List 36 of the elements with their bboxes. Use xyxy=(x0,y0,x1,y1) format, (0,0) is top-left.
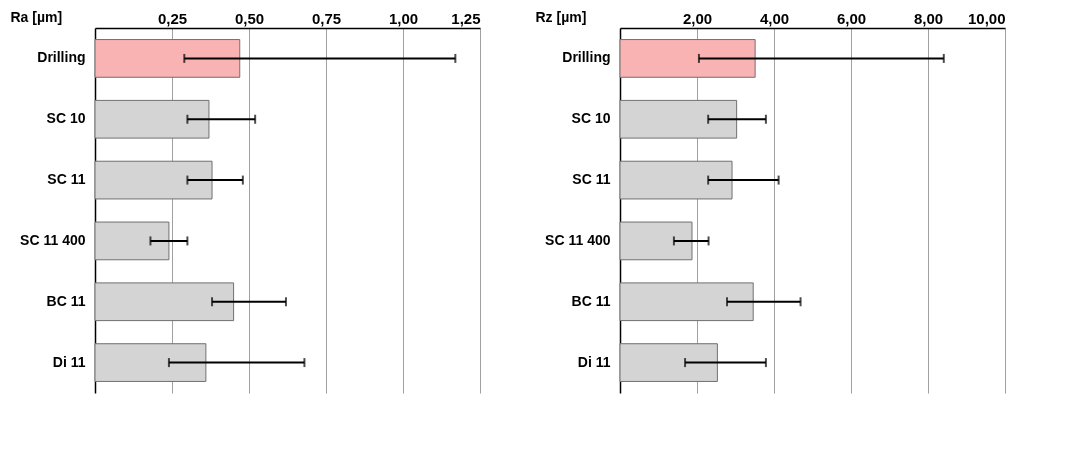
x-tick-label: 0,25 xyxy=(157,9,188,27)
x-tick-label: 0,75 xyxy=(311,9,342,27)
bar xyxy=(94,282,235,322)
y-tick-label: SC 10 xyxy=(46,110,86,127)
x-axis-title: Rz [µm] xyxy=(535,8,587,25)
y-tick-label: BC 11 xyxy=(571,292,611,309)
y-tick-label: SC 11 xyxy=(572,171,611,188)
x-tick-label: 1,25 xyxy=(451,9,481,27)
bar xyxy=(94,160,213,200)
y-tick-label: Di 11 xyxy=(52,353,86,370)
bar xyxy=(619,39,756,78)
bar xyxy=(619,160,733,200)
y-tick-label: Drilling xyxy=(37,49,86,66)
y-tick-label: SC 11 400 xyxy=(545,231,611,248)
y-tick-label: Di 11 xyxy=(577,353,611,370)
y-tick-label: Drilling xyxy=(562,49,611,66)
bar xyxy=(94,221,170,261)
bar xyxy=(94,343,207,382)
bar xyxy=(619,221,693,261)
y-tick-label: BC 11 xyxy=(46,292,86,309)
bar xyxy=(619,99,738,139)
bar xyxy=(619,282,754,322)
x-tick-label: 6,00 xyxy=(836,9,867,27)
bar xyxy=(94,39,241,78)
x-tick-label: 10,00 xyxy=(967,9,1006,27)
bar xyxy=(94,99,210,139)
y-tick-label: SC 11 400 xyxy=(20,231,86,248)
x-tick-label: 1,00 xyxy=(388,9,419,27)
x-tick-label: 2,00 xyxy=(682,9,713,27)
x-tick-label: 4,00 xyxy=(759,9,790,27)
x-tick-label: 0,50 xyxy=(234,9,265,27)
x-tick-label: 8,00 xyxy=(913,9,944,27)
x-axis-title: Ra [µm] xyxy=(10,8,63,25)
y-tick-label: SC 10 xyxy=(571,110,611,127)
y-tick-label: SC 11 xyxy=(47,171,86,188)
bar xyxy=(619,343,718,382)
